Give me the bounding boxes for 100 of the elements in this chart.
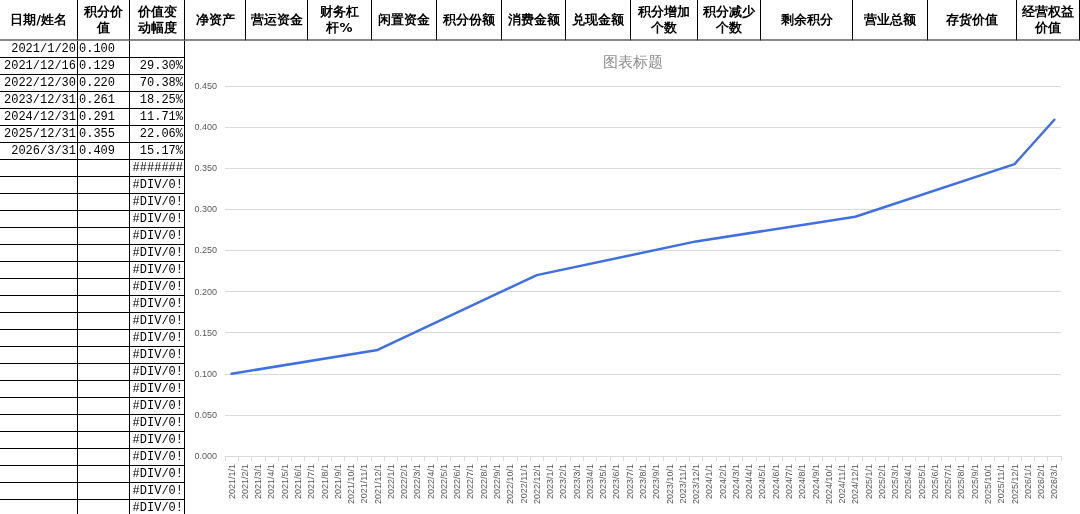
x-tick-label: 2025/6/1 xyxy=(929,464,940,500)
text: 积分份额 xyxy=(437,0,502,41)
text: 0.409 xyxy=(78,143,130,160)
x-tick-label: 2021/4/1 xyxy=(266,464,277,500)
x-tick-label: 2022/4/1 xyxy=(425,464,436,500)
text: #DIV/0! xyxy=(130,347,185,364)
x-tick-label: 2025/4/1 xyxy=(903,464,914,500)
x-tick-label: 2021/5/1 xyxy=(279,464,290,500)
x-tick-label: 2024/11/1 xyxy=(837,464,848,504)
y-tick-label: 0.000 xyxy=(194,451,217,461)
y-tick-label: 0.250 xyxy=(194,245,217,256)
text: 2022/12/30 xyxy=(0,75,78,92)
text: 22.06% xyxy=(130,126,185,143)
x-tick-label: 2025/3/1 xyxy=(890,464,901,500)
x-tick-label: 2021/10/1 xyxy=(346,464,357,505)
text: 兑现金额 xyxy=(566,0,631,41)
text: 29.30% xyxy=(130,58,185,75)
text: #DIV/0! xyxy=(130,228,185,245)
y-tick-label: 0.050 xyxy=(194,409,217,420)
x-tick-label: 2022/5/1 xyxy=(438,464,449,500)
x-tick-label: 2021/2/1 xyxy=(239,464,250,500)
text: 积分价值 xyxy=(78,0,130,41)
x-tick-label: 2025/11/1 xyxy=(996,464,1007,504)
x-tick-label: 2024/6/1 xyxy=(770,464,781,500)
text: 2021/1/20 xyxy=(0,41,78,58)
text: #DIV/0! xyxy=(130,296,185,313)
text: 积分增加个数 xyxy=(631,0,698,41)
x-tick-label: 2022/12/1 xyxy=(531,464,542,505)
x-tick-label: 2023/12/1 xyxy=(691,464,702,505)
text: #DIV/0! xyxy=(130,262,185,279)
x-tick-label: 2021/1/1 xyxy=(226,464,237,500)
text: #DIV/0! xyxy=(130,381,185,398)
x-tick-label: 2022/2/1 xyxy=(399,464,410,500)
x-tick-label: 2025/7/1 xyxy=(943,464,954,500)
text: 15.17% xyxy=(130,143,185,160)
y-tick-label: 0.300 xyxy=(194,204,217,215)
text: 剩余积分 xyxy=(761,0,853,41)
x-tick-label: 2021/3/1 xyxy=(253,464,264,500)
x-tick-label: 2022/10/1 xyxy=(505,464,516,505)
text: #DIV/0! xyxy=(130,245,185,262)
x-tick-label: 2021/11/1 xyxy=(359,464,370,504)
x-tick-label: 2022/7/1 xyxy=(465,464,476,500)
text: 2024/12/31 xyxy=(0,109,78,126)
x-tick-label: 2023/3/1 xyxy=(571,464,582,500)
text: 2025/12/31 xyxy=(0,126,78,143)
text: 2021/12/16 xyxy=(0,58,78,75)
text: #DIV/0! xyxy=(130,466,185,483)
x-tick-label: 2023/2/1 xyxy=(558,464,569,500)
text: #DIV/0! xyxy=(130,194,185,211)
x-tick-label: 2024/4/1 xyxy=(744,464,755,500)
x-tick-label: 2024/2/1 xyxy=(717,464,728,500)
x-tick-label: 2021/12/1 xyxy=(372,464,383,505)
text: #DIV/0! xyxy=(130,398,185,415)
x-tick-label: 2021/7/1 xyxy=(306,464,317,500)
text: 18.25% xyxy=(130,92,185,109)
x-tick-label: 2024/10/1 xyxy=(823,464,834,505)
y-tick-label: 0.200 xyxy=(194,286,217,297)
text: #DIV/0! xyxy=(130,330,185,347)
x-tick-label: 2022/1/1 xyxy=(385,464,396,500)
text: #DIV/0! xyxy=(130,279,185,296)
text: 0.100 xyxy=(78,41,130,58)
text: #DIV/0! xyxy=(130,211,185,228)
x-tick-label: 2025/1/1 xyxy=(863,464,874,500)
text: 0.355 xyxy=(78,126,130,143)
x-tick-label: 2023/8/1 xyxy=(638,464,648,500)
x-tick-label: 2023/6/1 xyxy=(611,464,622,500)
x-tick-label: 2023/10/1 xyxy=(664,464,675,505)
x-tick-label: 2024/8/1 xyxy=(797,464,808,500)
text: 经营权益价值 xyxy=(1017,0,1080,41)
x-tick-label: 2024/1/1 xyxy=(704,464,715,500)
text: #DIV/0! xyxy=(130,177,185,194)
line-series xyxy=(230,118,1056,376)
text: #DIV/0! xyxy=(130,500,185,514)
text: 2023/12/31 xyxy=(0,92,78,109)
x-tick-label: 2022/9/1 xyxy=(492,464,503,500)
text: 日期/姓名 xyxy=(0,0,78,41)
y-tick-label: 0.350 xyxy=(194,163,217,174)
text: 70.38% xyxy=(130,75,185,92)
text: #DIV/0! xyxy=(130,483,185,500)
x-tick-label: 2023/7/1 xyxy=(624,464,635,500)
y-tick-label: 0.450 xyxy=(194,81,217,91)
x-tick-label: 2024/12/1 xyxy=(850,464,861,505)
x-tick-label: 2023/4/1 xyxy=(584,464,595,500)
text: 营运资金 xyxy=(246,0,308,41)
y-tick-label: 0.400 xyxy=(194,122,217,133)
x-tick-label: 2024/7/1 xyxy=(783,464,794,500)
y-tick-label: 0.150 xyxy=(194,327,217,338)
x-tick-label: 2024/5/1 xyxy=(757,464,768,500)
x-tick-label: 2021/6/1 xyxy=(292,464,303,500)
x-tick-label: 2022/8/1 xyxy=(478,464,489,500)
text: 0.291 xyxy=(78,109,130,126)
x-tick-label: 2025/9/1 xyxy=(969,464,980,500)
text: #DIV/0! xyxy=(130,313,185,330)
text: 0.220 xyxy=(78,75,130,92)
text: 营业总额 xyxy=(853,0,928,41)
x-tick-label: 2023/9/1 xyxy=(651,464,662,500)
chart-title: 图表标题 xyxy=(602,52,663,71)
x-tick-label: 2023/5/1 xyxy=(598,464,609,500)
x-tick-label: 2025/8/1 xyxy=(956,464,967,500)
x-tick-label: 2026/2/1 xyxy=(1036,464,1047,500)
